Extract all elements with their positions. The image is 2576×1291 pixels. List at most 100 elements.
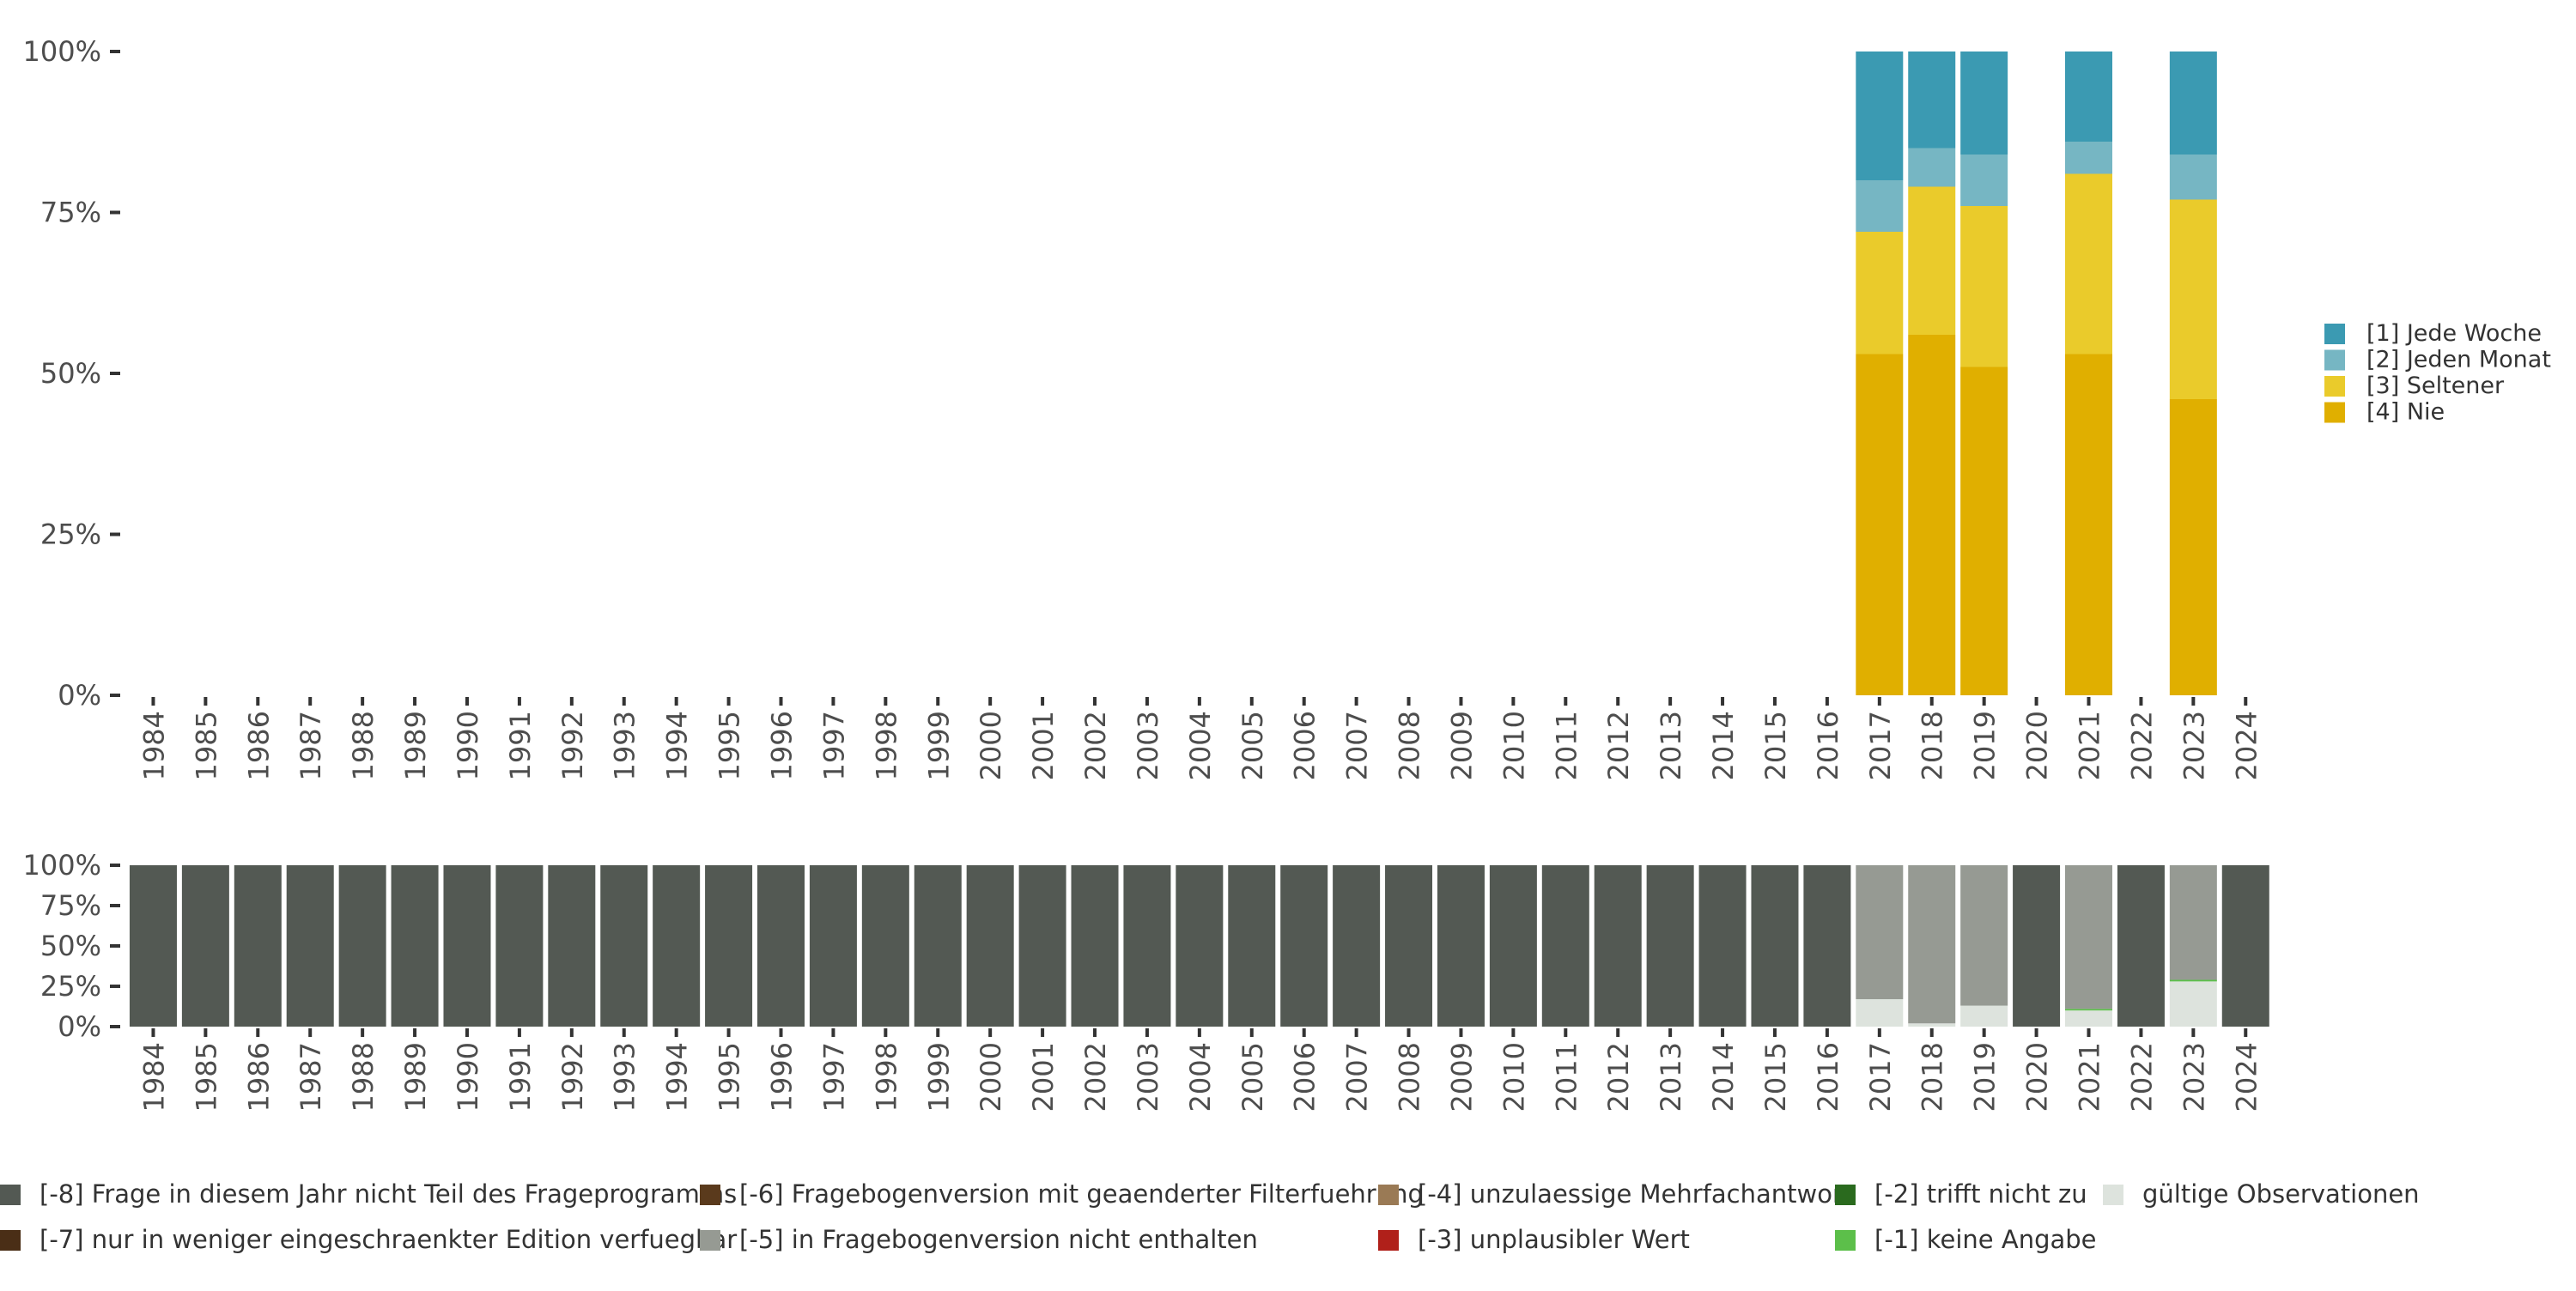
bottom-legend-key — [0, 1230, 21, 1251]
bottom-bar-2004-8-frage-in-diesem-jahr-nicht-teil-des-frageprogramms — [1176, 865, 1224, 1027]
bottom-bar-2019-g-ltige-observationen — [1960, 1005, 2008, 1027]
top-x-tick-label: 1991 — [504, 711, 537, 780]
bottom-bar-2015-8-frage-in-diesem-jahr-nicht-teil-des-frageprogramms — [1751, 865, 1799, 1027]
bottom-bar-2014-8-frage-in-diesem-jahr-nicht-teil-des-frageprogramms — [1698, 865, 1747, 1027]
top-bar-2017-4-nie — [1856, 354, 1904, 695]
bottom-x-tick-label: 2000 — [975, 1042, 1007, 1112]
top-bar-2018-4-nie — [1908, 335, 1956, 695]
bottom-x-tick-label: 2023 — [2178, 1042, 2210, 1112]
bottom-bar-2008-8-frage-in-diesem-jahr-nicht-teil-des-frageprogramms — [1385, 865, 1433, 1027]
bottom-x-tick-label: 2022 — [2125, 1042, 2158, 1112]
top-bar-2023-3-seltener — [2169, 199, 2217, 399]
top-x-tick-label: 2001 — [1027, 711, 1060, 780]
bottom-x-tick-label: 1989 — [399, 1042, 432, 1112]
bottom-bar-2006-8-frage-in-diesem-jahr-nicht-teil-des-frageprogramms — [1280, 865, 1328, 1027]
top-x-tick-label: 1996 — [766, 711, 799, 780]
top-x-tick-label: 2020 — [2021, 711, 2054, 780]
bottom-bar-1996-8-frage-in-diesem-jahr-nicht-teil-des-frageprogramms — [757, 865, 805, 1027]
bottom-bar-2018-5-in-fragebogenversion-nicht-enthalten — [1908, 865, 1956, 1024]
bottom-bar-2021-g-ltige-observationen — [2065, 1010, 2112, 1027]
bottom-x-tick-label: 2012 — [1602, 1042, 1635, 1112]
top-x-tick-label: 2011 — [1550, 711, 1583, 780]
bottom-legend-key — [1378, 1230, 1399, 1251]
bottom-bar-2018-g-ltige-observationen — [1908, 1023, 1956, 1027]
bottom-bar-2009-8-frage-in-diesem-jahr-nicht-teil-des-frageprogramms — [1437, 865, 1485, 1027]
bottom-x-tick-label: 2015 — [1759, 1042, 1792, 1112]
top-x-tick-label: 1997 — [817, 711, 850, 780]
bottom-bar-2000-8-frage-in-diesem-jahr-nicht-teil-des-frageprogramms — [966, 865, 1014, 1027]
bottom-x-tick-label: 1990 — [452, 1042, 484, 1112]
bottom-y-tick-label: 100% — [23, 849, 101, 882]
bottom-bar-2023-g-ltige-observationen — [2169, 981, 2217, 1027]
bottom-x-tick-label: 2013 — [1655, 1042, 1687, 1112]
top-bar-2019-2-jeden-monat — [1960, 155, 2008, 206]
bottom-legend-key — [0, 1185, 21, 1205]
bottom-x-tick-label: 1995 — [714, 1042, 746, 1112]
bottom-bar-1998-8-frage-in-diesem-jahr-nicht-teil-des-frageprogramms — [861, 865, 909, 1027]
bottom-bar-2021-5-in-fragebogenversion-nicht-enthalten — [2065, 865, 2112, 1009]
top-bar-2019-3-seltener — [1960, 206, 2008, 367]
top-x-tick-label: 2003 — [1132, 711, 1164, 780]
bottom-legend-key — [1835, 1230, 1856, 1251]
bottom-bar-2024-8-frage-in-diesem-jahr-nicht-teil-des-frageprogramms — [2221, 865, 2269, 1027]
bottom-bar-2013-8-frage-in-diesem-jahr-nicht-teil-des-frageprogramms — [1646, 865, 1694, 1027]
bottom-bar-2020-8-frage-in-diesem-jahr-nicht-teil-des-frageprogramms — [2013, 865, 2061, 1027]
top-x-tick-label: 1984 — [137, 711, 170, 780]
bottom-x-tick-label: 2007 — [1341, 1042, 1374, 1112]
top-x-tick-label: 2009 — [1445, 711, 1478, 780]
bottom-x-tick-label: 2003 — [1132, 1042, 1164, 1112]
bottom-x-tick-label: 1996 — [766, 1042, 799, 1112]
top-y-tick-label: 25% — [40, 518, 101, 551]
top-x-tick-label: 2018 — [1917, 711, 1949, 780]
bottom-bar-1985-8-frage-in-diesem-jahr-nicht-teil-des-frageprogramms — [181, 865, 229, 1027]
top-bar-2018-3-seltener — [1908, 186, 1956, 335]
bottom-bar-2017-g-ltige-observationen — [1856, 999, 1904, 1027]
top-bar-2023-1-jede-woche — [2169, 52, 2217, 155]
legend-label: [3] Seltener — [2366, 373, 2505, 399]
legend-label: [2] Jeden Monat — [2366, 347, 2551, 373]
bottom-bar-1986-8-frage-in-diesem-jahr-nicht-teil-des-frageprogramms — [234, 865, 282, 1027]
bottom-x-tick-label: 2020 — [2021, 1042, 2054, 1112]
bottom-legend-key — [2103, 1185, 2123, 1205]
bottom-x-tick-label: 2024 — [2230, 1042, 2263, 1112]
bottom-legend-label: [-7] nur in weniger eingeschraenkter Edi… — [39, 1225, 737, 1254]
top-x-tick-label: 2006 — [1289, 711, 1321, 780]
top-x-tick-label: 1998 — [870, 711, 902, 780]
bottom-x-tick-label: 1984 — [137, 1042, 170, 1112]
bottom-y-tick-label: 0% — [58, 1010, 101, 1043]
bottom-legend-key — [700, 1185, 720, 1205]
bottom-bar-2016-8-frage-in-diesem-jahr-nicht-teil-des-frageprogramms — [1803, 865, 1851, 1027]
bottom-bar-1989-8-frage-in-diesem-jahr-nicht-teil-des-frageprogramms — [391, 865, 439, 1027]
bottom-x-tick-label: 1992 — [556, 1042, 589, 1112]
bottom-x-tick-label: 1994 — [661, 1042, 694, 1112]
bottom-x-tick-label: 2019 — [1969, 1042, 2002, 1112]
bottom-bar-1991-8-frage-in-diesem-jahr-nicht-teil-des-frageprogramms — [495, 865, 544, 1027]
bottom-bar-2019-5-in-fragebogenversion-nicht-enthalten — [1960, 865, 2008, 1006]
bottom-bar-1990-8-frage-in-diesem-jahr-nicht-teil-des-frageprogramms — [443, 865, 491, 1027]
legend-key — [2324, 349, 2345, 371]
top-x-tick-label: 1987 — [295, 711, 327, 780]
top-x-tick-label: 1993 — [609, 711, 641, 780]
bottom-x-tick-label: 2005 — [1236, 1042, 1269, 1112]
bottom-bar-2022-8-frage-in-diesem-jahr-nicht-teil-des-frageprogramms — [2117, 865, 2165, 1027]
top-x-tick-label: 1988 — [347, 711, 380, 780]
legend-label: [4] Nie — [2366, 399, 2445, 426]
bottom-bar-2003-8-frage-in-diesem-jahr-nicht-teil-des-frageprogramms — [1123, 865, 1171, 1027]
bottom-legend-key — [700, 1230, 720, 1251]
bottom-legend-label: gültige Observationen — [2142, 1179, 2420, 1209]
top-x-tick-label: 2002 — [1079, 711, 1112, 780]
top-x-tick-label: 1990 — [452, 711, 484, 780]
top-x-tick-label: 2013 — [1655, 711, 1687, 780]
bottom-x-tick-label: 2016 — [1812, 1042, 1844, 1112]
top-bar-2021-4-nie — [2065, 354, 2112, 695]
top-y-tick-label: 100% — [23, 35, 101, 68]
bottom-bar-1984-8-frage-in-diesem-jahr-nicht-teil-des-frageprogramms — [129, 865, 177, 1027]
bottom-x-tick-label: 2011 — [1550, 1042, 1583, 1112]
bottom-bar-2002-8-frage-in-diesem-jahr-nicht-teil-des-frageprogramms — [1071, 865, 1119, 1027]
bottom-y-tick-label: 75% — [40, 889, 101, 922]
top-x-tick-label: 2014 — [1707, 711, 1740, 780]
legend-key — [2324, 402, 2345, 423]
bottom-x-tick-label: 1999 — [922, 1042, 955, 1112]
